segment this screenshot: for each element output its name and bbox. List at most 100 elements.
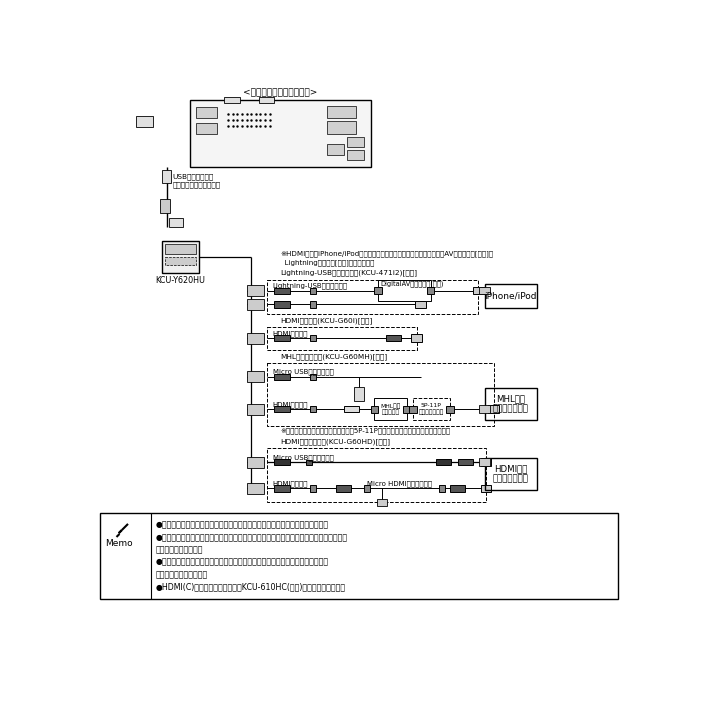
- Bar: [247, 333, 264, 344]
- Bar: [427, 287, 435, 294]
- Text: ●HDMI(C)端子へ接続する場合はKCU-610HC(別売)をご使用ください。: ●HDMI(C)端子へ接続する場合はKCU-610HC(別売)をご使用ください。: [156, 583, 346, 591]
- Bar: [479, 405, 490, 413]
- Bar: [481, 458, 491, 466]
- Bar: [274, 288, 290, 293]
- Bar: [247, 457, 264, 468]
- Text: HDMIケーブル: HDMIケーブル: [273, 401, 308, 408]
- Bar: [274, 459, 290, 465]
- Text: MHL対応
スマートフォン: MHL対応 スマートフォン: [493, 394, 529, 413]
- Text: Lightning-USB変換ケーブル(KCU-471i2)[別売]: Lightning-USB変換ケーブル(KCU-471i2)[別売]: [281, 269, 418, 276]
- Text: Micro HDMI変換ケーブル: Micro HDMI変換ケーブル: [366, 480, 432, 487]
- Bar: [484, 458, 537, 490]
- Bar: [489, 405, 499, 413]
- Bar: [165, 244, 196, 253]
- Text: HDMIケーブル(KCU-G60I)[別売]: HDMIケーブル(KCU-G60I)[別売]: [281, 317, 373, 324]
- Bar: [136, 116, 154, 126]
- Bar: [371, 406, 378, 413]
- Text: HDMIケーブル: HDMIケーブル: [273, 480, 308, 487]
- Bar: [310, 485, 316, 491]
- Bar: [479, 286, 490, 294]
- Bar: [377, 498, 388, 506]
- Text: ●必ず上記のアルパイン製ケーブル・アダプタの組み合わせでご使用ください。: ●必ず上記のアルパイン製ケーブル・アダプタの組み合わせでご使用ください。: [156, 521, 329, 530]
- Bar: [196, 123, 218, 133]
- Bar: [274, 373, 290, 380]
- Bar: [409, 406, 417, 413]
- Text: 参照してください。: 参照してください。: [156, 545, 203, 555]
- Text: USB接続ケーブル
（ナビゲーション付属）: USB接続ケーブル （ナビゲーション付属）: [173, 173, 221, 187]
- Text: Micro USB変換ケーブル: Micro USB変換ケーブル: [273, 369, 333, 376]
- Bar: [446, 406, 453, 413]
- Bar: [326, 106, 356, 118]
- Bar: [274, 406, 290, 412]
- Bar: [378, 280, 430, 301]
- Text: HDMIケーブル: HDMIケーブル: [273, 330, 308, 337]
- Bar: [100, 513, 618, 600]
- Text: Micro USB変換ケーブル: Micro USB変換ケーブル: [273, 454, 333, 461]
- Bar: [354, 387, 364, 401]
- Bar: [247, 371, 264, 382]
- Text: KCU-Y620HU: KCU-Y620HU: [155, 276, 206, 285]
- Bar: [347, 150, 364, 161]
- Bar: [247, 285, 264, 296]
- Text: ●スマートフォン・携帯電話の最新適合についてはアルパインホームページにて: ●スマートフォン・携帯電話の最新適合についてはアルパインホームページにて: [156, 558, 329, 567]
- Text: ご確認いただけます。: ご確認いただけます。: [156, 570, 208, 579]
- Bar: [479, 458, 490, 466]
- Bar: [436, 459, 451, 465]
- Bar: [403, 406, 411, 413]
- Bar: [310, 336, 316, 341]
- Bar: [326, 121, 356, 133]
- Bar: [165, 258, 196, 265]
- Bar: [168, 218, 183, 227]
- Text: ※スマートフォンの機種によっては、5P-11P変換アダプターを使用してください。: ※スマートフォンの機種によっては、5P-11P変換アダプターを使用してください。: [281, 428, 451, 435]
- Text: HDMI接続ケーブル(KCU-G60HD)[別売]: HDMI接続ケーブル(KCU-G60HD)[別売]: [281, 439, 390, 445]
- Bar: [267, 363, 494, 426]
- Bar: [159, 199, 171, 213]
- Text: MHL接続ケーブル(KCU-G60MH)[別売]: MHL接続ケーブル(KCU-G60MH)[別売]: [281, 353, 388, 359]
- Bar: [484, 388, 537, 420]
- Text: MHL変換
アダプター: MHL変換 アダプター: [380, 403, 401, 416]
- Bar: [310, 288, 316, 293]
- Bar: [336, 485, 351, 491]
- Bar: [247, 483, 264, 494]
- Bar: [274, 336, 290, 341]
- Bar: [274, 301, 290, 307]
- Bar: [484, 284, 537, 308]
- Text: ●対応する機器・メディアの規格についてはアルパイン製ナビゲーションの取扱説明書を: ●対応する機器・メディアの規格についてはアルパイン製ナビゲーションの取扱説明書を: [156, 533, 348, 542]
- Bar: [374, 287, 382, 294]
- Bar: [162, 171, 171, 183]
- Bar: [247, 404, 264, 415]
- Bar: [386, 336, 402, 341]
- Bar: [347, 137, 364, 147]
- Bar: [458, 459, 473, 465]
- Text: <ナビゲーション本体背面>: <ナビゲーション本体背面>: [243, 88, 317, 98]
- Text: 5P-11P
変換アダプター: 5P-11P 変換アダプター: [418, 404, 444, 415]
- Bar: [267, 280, 478, 314]
- Bar: [310, 406, 316, 412]
- Bar: [473, 286, 484, 294]
- Bar: [415, 300, 426, 308]
- Text: Lightning-USB変換ケーブル: Lightning-USB変換ケーブル: [273, 282, 348, 289]
- Bar: [259, 97, 274, 102]
- Text: HDMI対応
スマートフォン: HDMI対応 スマートフォン: [493, 464, 529, 484]
- Bar: [413, 399, 450, 420]
- Bar: [267, 327, 417, 350]
- Bar: [450, 485, 465, 491]
- Bar: [196, 107, 218, 118]
- Bar: [326, 145, 343, 155]
- Bar: [190, 100, 371, 167]
- Bar: [374, 399, 406, 420]
- Bar: [274, 485, 290, 491]
- Bar: [267, 449, 486, 503]
- Text: ※HDMI接続でiPhone/iPodの画像を表示するにはアップル純正デジタルAVアダプター[別売]、
  Lightningケーブル[別売]が必要です。: ※HDMI接続でiPhone/iPodの画像を表示するにはアップル純正デジタルA…: [281, 250, 494, 266]
- Bar: [247, 299, 264, 310]
- Bar: [364, 485, 370, 491]
- Bar: [224, 97, 239, 102]
- Bar: [162, 241, 199, 273]
- Bar: [310, 373, 316, 380]
- Text: iPhone/iPod: iPhone/iPod: [484, 291, 537, 300]
- Bar: [439, 485, 445, 491]
- Bar: [306, 460, 312, 465]
- Text: Memo: Memo: [105, 539, 133, 548]
- Bar: [310, 301, 316, 307]
- Bar: [343, 406, 359, 412]
